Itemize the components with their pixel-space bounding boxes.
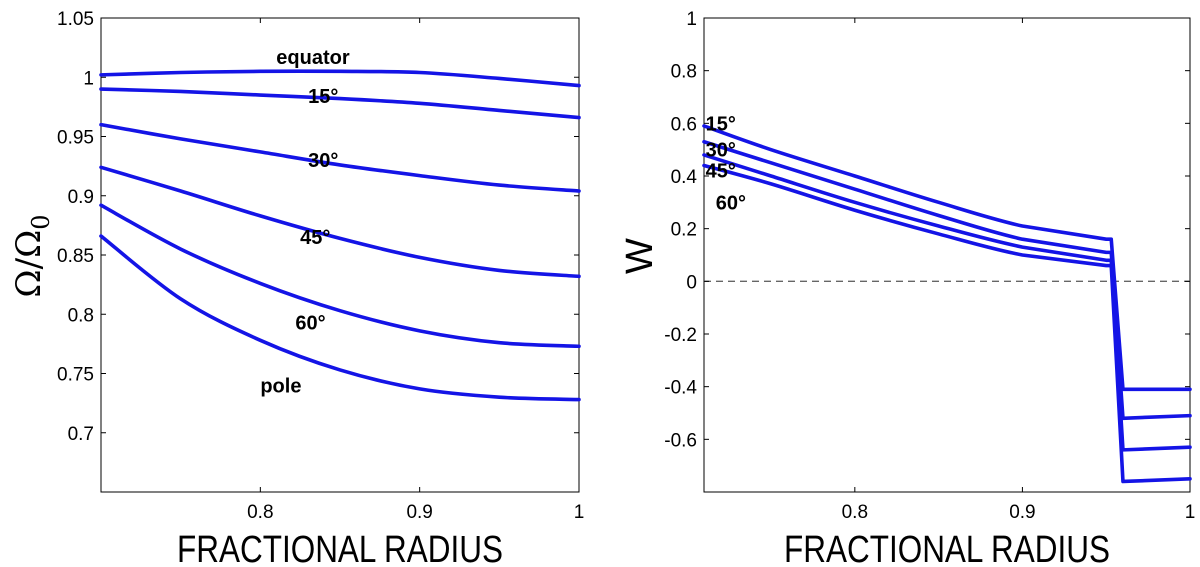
w-x-tick-label: 0.9 xyxy=(1009,502,1035,523)
w-series-annotation: 15° xyxy=(706,113,736,135)
w-series-annotation: 45° xyxy=(706,161,736,183)
omega-y-tick-label: 1 xyxy=(83,68,94,89)
omega-y-label-main: Ω/Ω xyxy=(9,230,49,298)
w-x-ticks: 0.8 0.9 1 xyxy=(842,18,1196,523)
w-series-annotation: 60° xyxy=(716,192,746,214)
omega-series-annotation: 30° xyxy=(308,150,338,172)
w-series-line xyxy=(702,153,1192,452)
omega-y-label-subscript: 0 xyxy=(27,214,55,229)
omega-series-line xyxy=(99,234,581,402)
w-series-annotation: 30° xyxy=(706,140,736,162)
omega-y-tick-label: 0.7 xyxy=(68,424,94,445)
omega-y-tick-label: 0.8 xyxy=(68,305,94,326)
omega-axes-frame xyxy=(100,17,580,493)
w-y-tick-label: 0.2 xyxy=(671,220,697,241)
omega-series-annotation: 45° xyxy=(300,227,330,249)
omega-y-tick-label: 0.85 xyxy=(57,246,94,267)
svg-text:Ω/Ω0: Ω/Ω0 xyxy=(9,214,55,297)
omega-annotations: equator 15° 30° 45° 60° pole xyxy=(260,47,349,397)
omega-x-tick-label: 0.9 xyxy=(406,502,432,523)
omega-series-line xyxy=(99,122,581,193)
omega-series-line xyxy=(99,69,581,88)
w-y-ticks: -0.6 -0.4 -0.2 0 0.2 0.4 0.6 0.8 1 xyxy=(664,9,1190,451)
omega-y-tick-label: 0.9 xyxy=(68,187,94,208)
omega-x-axis-label: FRACTIONAL RADIUS xyxy=(177,529,503,567)
w-series-line xyxy=(702,139,1192,421)
w-x-tick-label: 1 xyxy=(1185,502,1196,523)
w-x-axis-label: FRACTIONAL RADIUS xyxy=(784,529,1110,567)
omega-series-line xyxy=(99,165,581,279)
omega-series-annotation: pole xyxy=(260,375,301,397)
w-x-tick-label: 0.8 xyxy=(842,502,868,523)
w-series xyxy=(702,124,1192,484)
omega-series-line xyxy=(99,203,581,349)
w-panel: -0.6 -0.4 -0.2 0 0.2 0.4 0.6 0.8 1 0.8 0.9 1 15° 30… xyxy=(619,9,1195,567)
w-axes-frame xyxy=(703,17,1191,493)
omega-y-tick-label: 1.05 xyxy=(57,9,94,30)
w-y-tick-label: -0.4 xyxy=(664,378,697,399)
omega-x-ticks: 0.8 0.9 1 xyxy=(247,18,584,523)
w-series-line xyxy=(702,163,1192,484)
w-series-line xyxy=(702,124,1192,392)
omega-y-axis-label: Ω/Ω0 xyxy=(9,214,55,297)
w-y-tick-label: -0.2 xyxy=(664,325,697,346)
omega-y-tick-label: 0.95 xyxy=(57,128,94,149)
w-y-tick-label: -0.6 xyxy=(664,430,697,451)
w-y-tick-label: 0.6 xyxy=(671,114,697,135)
omega-y-tick-label: 0.75 xyxy=(57,365,94,386)
omega-x-tick-label: 1 xyxy=(574,502,585,523)
w-y-tick-label: 0.8 xyxy=(671,62,697,83)
w-annotations: 15° 30°45° 60° xyxy=(706,113,746,214)
omega-x-tick-label: 0.8 xyxy=(247,502,273,523)
w-y-tick-label: 0 xyxy=(686,272,697,293)
omega-series-annotation: equator xyxy=(276,47,350,69)
omega-y-ticks: 0.7 0.75 0.8 0.85 0.9 0.95 1 1.05 xyxy=(57,9,579,445)
omega-series-annotation: 15° xyxy=(308,86,338,108)
omega-series xyxy=(99,69,581,402)
w-y-tick-label: 1 xyxy=(686,9,697,30)
w-y-axis-label: W xyxy=(619,238,661,274)
omega-series-line xyxy=(99,87,581,120)
w-y-tick-label: 0.4 xyxy=(671,167,698,188)
omega-panel: 0.7 0.75 0.8 0.85 0.9 0.95 1 1.05 0.8 0.9 1 equat… xyxy=(9,9,584,567)
omega-series-annotation: 60° xyxy=(295,313,325,335)
